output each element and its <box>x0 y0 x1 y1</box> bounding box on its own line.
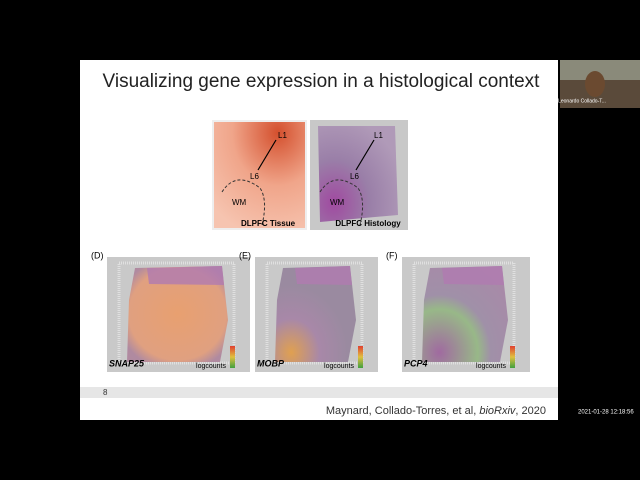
panels: (D) SNAP25 logcounts (E) MOBP logcounts (F) PCP… <box>91 250 530 372</box>
tissue-shape <box>214 122 305 228</box>
legend-title: logcounts <box>324 363 354 370</box>
panel-tag: (F) <box>386 250 398 260</box>
spot-grid <box>117 261 236 365</box>
video-background <box>560 60 640 80</box>
colorbar <box>358 346 363 368</box>
histology-shape <box>318 126 398 222</box>
caption: DLPFC Histology <box>335 219 401 228</box>
citation: Maynard, Collado-Torres, et al, bioRxiv,… <box>326 405 546 417</box>
person <box>585 71 605 97</box>
panel-tag: (E) <box>239 250 251 260</box>
spot-grid <box>412 261 516 365</box>
label: L1 <box>374 131 383 140</box>
slide-title: Visualizing gene expression in a histolo… <box>103 71 541 92</box>
label: L6 <box>350 172 359 181</box>
legend-title: logcounts <box>196 363 226 370</box>
citation-part: bioRxiv <box>479 405 517 417</box>
arrow <box>355 139 375 171</box>
gene-name: MOBP <box>257 358 285 368</box>
caption: DLPFC Tissue <box>241 219 296 228</box>
citation-part: , 2020 <box>515 405 546 417</box>
gene-name: PCP4 <box>404 358 428 368</box>
arrow <box>257 139 277 171</box>
timestamp: 2021-01-28 12:18:56 <box>578 410 634 416</box>
citation-part: Maynard, Collado-Torres, et al, <box>326 405 479 417</box>
legend-title: logcounts <box>476 363 506 370</box>
panel-tag: (D) <box>91 250 104 260</box>
tissue-top <box>442 266 504 285</box>
tissue-top <box>295 266 352 285</box>
spot-grid <box>265 261 364 365</box>
label: L6 <box>250 172 259 181</box>
participant-name: Leonardo Collado-T... <box>558 98 606 104</box>
colorbar <box>510 346 515 368</box>
tissue-spots <box>127 266 228 362</box>
page-number: 8 <box>103 388 108 397</box>
tissue-spots <box>422 266 508 362</box>
label: L1 <box>278 131 287 140</box>
label: WM <box>330 198 345 207</box>
tissue-spots <box>275 266 356 362</box>
gene-name: SNAP25 <box>109 358 145 368</box>
tissue-top <box>147 266 224 285</box>
label: WM <box>232 198 247 207</box>
colorbar <box>230 346 235 368</box>
progress-bar <box>80 387 558 398</box>
